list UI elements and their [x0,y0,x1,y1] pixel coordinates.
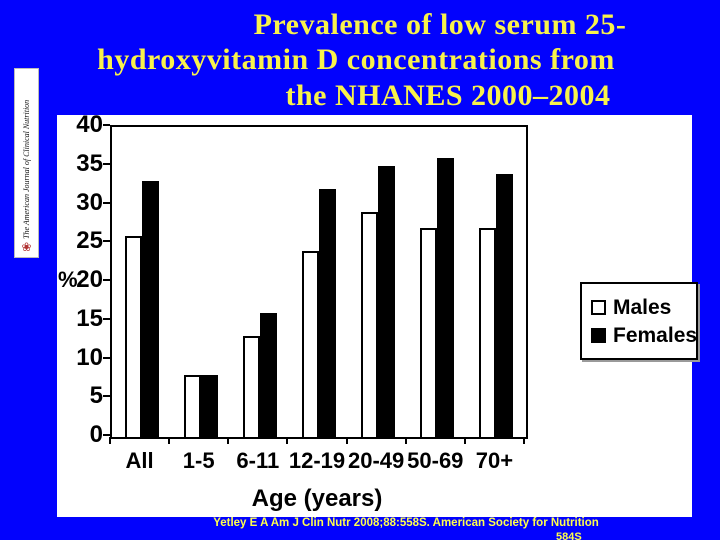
x-tick-mark-1 [168,437,171,444]
x-axis-title: Age (years) [251,485,383,512]
y-tick-mark-25 [103,240,110,243]
title-line-1: Prevalence of low serum 25- [253,8,627,41]
y-tick-mark-5 [103,395,110,398]
x-tick-mark-0 [109,437,111,444]
y-tick-mark-40 [103,124,110,126]
males-swatch-icon [591,299,606,315]
y-tick-label-0: 0 [89,421,103,448]
asn-flower-emblem-icon: ❀ [21,240,32,254]
bar-males-12-19 [302,251,319,437]
females-swatch-icon [591,327,606,343]
y-tick-label-25: 25 [76,227,103,255]
y-axis-label: % [58,267,78,292]
bar-females-20-49 [378,165,396,437]
x-tick-label-6-11: 6-11 [236,448,280,473]
bar-females-6-11 [259,313,277,437]
bar-males-20-49 [361,212,379,437]
legend: Males Females [580,282,698,360]
x-tick-mark-7 [523,437,525,444]
title-line-3: the NHANES 2000–2004 [285,79,611,112]
y-tick-label-30: 30 [76,188,103,216]
x-tick-mark-6 [463,437,466,444]
x-tick-label-20-49: 20-49 [348,448,405,473]
y-tick-mark-35 [103,162,110,165]
y-tick-mark-0 [103,434,110,436]
y-tick-label-40: 40 [76,111,103,138]
y-tick-mark-20 [103,279,110,281]
y-tick-label-5: 5 [89,382,103,410]
bar-males-6-11 [242,336,260,437]
x-tick-mark-5 [404,437,407,444]
y-tick-label-15: 15 [76,304,103,332]
y-tick-label-20: 20 [76,266,103,293]
y-tick-mark-15 [103,317,110,320]
journal-sidebar: The American Journal of Clinical Nutriti… [14,68,39,258]
x-tick-label-70+: 70+ [475,448,514,473]
y-tick-label-10: 10 [76,343,103,371]
legend-label-males: Males [613,295,672,319]
x-tick-mark-4 [345,437,348,444]
y-tick-mark-30 [103,201,110,204]
bar-females-12-19 [319,189,336,437]
legend-label-females: Females [613,323,698,347]
x-tick-label-12-19: 12-19 [288,448,346,473]
bar-females-All [141,181,159,437]
bar-females-70+ [496,173,514,437]
plot-area [110,125,528,439]
y-tick-label-35: 35 [76,149,103,177]
bar-males-50-69 [420,227,438,437]
footer-citation: Yetley E A Am J Clin Nutr 2008;88:558S. … [213,517,599,529]
chart-panel: All 1-5 6-11 12-19 20-49 50-69 70+ 0 5 10 15 20 25 30… [57,111,698,517]
x-tick-mark-2 [227,437,230,444]
bar-males-All [124,235,142,437]
bar-females-50-69 [437,158,455,437]
bar-males-1-5 [183,375,201,437]
x-tick-label-All: All [125,448,154,473]
footer-page-number: 584S [556,531,582,540]
bar-females-1-5 [200,375,218,437]
legend-item-females: Females [591,321,697,349]
journal-name: The American Journal of Clinical Nutriti… [22,99,31,239]
x-tick-label-50-69: 50-69 [407,448,464,473]
x-tick-label-1-5: 1-5 [182,448,215,473]
title-line-2: hydroxyvitamin D concentrations from [97,43,615,76]
legend-item-males: Males [591,293,692,321]
x-tick-mark-3 [286,437,289,444]
y-tick-mark-10 [103,356,110,359]
bar-males-70+ [479,227,497,437]
